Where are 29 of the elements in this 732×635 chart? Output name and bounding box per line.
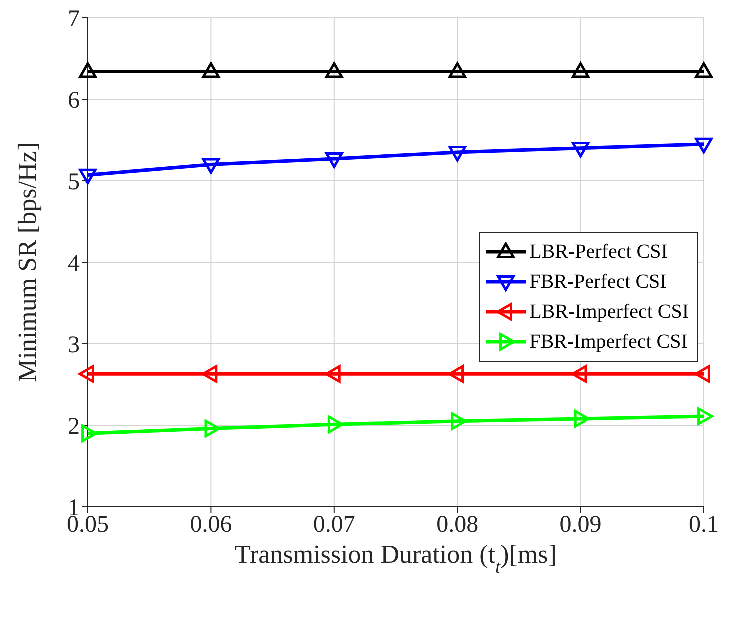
y-tick-label: 4	[68, 251, 80, 278]
y-tick-label: 2	[68, 414, 80, 440]
x-tick-label: 0.1	[689, 512, 719, 538]
legend-label: LBR-Imperfect CSI	[530, 300, 689, 324]
x-tick-label: 0.08	[436, 512, 479, 538]
y-axis-title: Minimum SR [bps/Hz]	[13, 142, 42, 382]
point	[79, 62, 97, 78]
x-tick-label: 0.06	[190, 512, 232, 538]
point	[326, 62, 344, 78]
x-tick-label: 0.07	[313, 512, 356, 538]
y-tick-label: 5	[68, 170, 80, 196]
point	[572, 365, 588, 384]
x-axis-title: Transmission Duration (t$_{t}$)[ms]	[235, 540, 557, 577]
point	[448, 365, 464, 384]
point	[328, 416, 344, 434]
legend-label: FBR-Perfect CSI	[530, 270, 667, 294]
y-tick-label: 7	[68, 6, 80, 33]
point	[695, 62, 713, 78]
legend-label: FBR-Imperfect CSI	[530, 330, 688, 354]
point	[448, 62, 466, 78]
point	[694, 365, 710, 384]
y-tick-label: 3	[68, 332, 80, 359]
point	[204, 420, 220, 438]
y-tick-label: 6	[68, 88, 80, 114]
legend-label: LBR-Perfect CSI	[530, 240, 668, 264]
x-tick-label: 0.09	[560, 512, 602, 538]
point	[202, 62, 220, 78]
point	[82, 424, 98, 442]
point	[572, 62, 590, 78]
